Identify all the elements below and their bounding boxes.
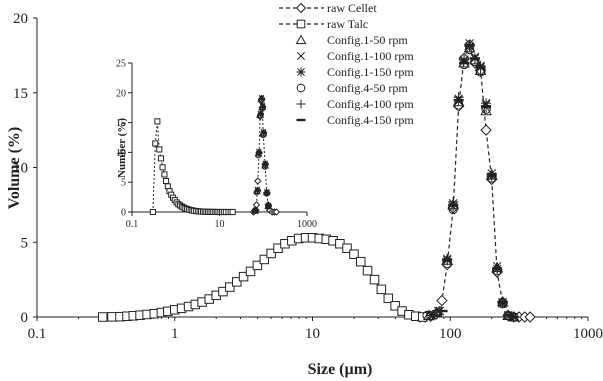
inset-point-raw-talc	[163, 178, 168, 183]
legend-marker	[297, 52, 304, 59]
legend-marker	[297, 4, 306, 13]
inset-x-tick-label: 10	[215, 219, 225, 230]
inset-x-tick-label: 0.1	[126, 219, 139, 230]
series-raw-talc	[98, 234, 426, 322]
inset-point-raw-talc	[230, 209, 235, 214]
legend-label: Config.4-50 rpm	[327, 81, 408, 95]
inset-point-raw-talc	[162, 172, 167, 177]
legend-marker	[297, 84, 305, 92]
y-tick-label: 0	[21, 310, 29, 326]
inset-y-tick-label: 5	[121, 178, 126, 189]
inset-y-tick-label: 25	[116, 59, 126, 70]
point-raw-talc	[370, 275, 379, 284]
legend-marker	[297, 68, 306, 77]
inset-x-tick-label: 1000	[297, 219, 317, 230]
series-config-4-150-rpm	[430, 45, 518, 317]
inset-point-raw-talc	[153, 141, 158, 146]
inset-point-raw-talc	[158, 156, 163, 161]
series-config-1-100-rpm	[427, 39, 518, 321]
legend-entry-raw-cellet: raw Cellet	[279, 1, 377, 15]
inset-point-raw-talc	[155, 119, 160, 124]
series-config-4-50-rpm	[423, 45, 518, 321]
legend-label: Config.1-100 rpm	[327, 49, 414, 63]
series-config-4-100-rpm	[429, 40, 519, 322]
series-config-1-50-rpm	[424, 43, 519, 321]
legend-entry-config-4-50-rpm: Config.4-50 rpm	[297, 81, 408, 95]
legend-entry-config-4-150-rpm: Config.4-150 rpm	[297, 113, 415, 127]
point-raw-cellet	[437, 296, 447, 306]
point-raw-talc	[363, 266, 372, 275]
legend-label: Config.4-150 rpm	[327, 113, 414, 127]
inset-y-axis-label: Number (%)	[116, 118, 128, 178]
legend-label: Config.1-150 rpm	[327, 65, 414, 79]
inset-axes: 0.1 10 1000 0 5 10 15 20 25	[116, 59, 317, 231]
inset-series-raw-talc	[150, 119, 235, 215]
series-config-1-150-rpm	[427, 41, 519, 322]
legend-entry-config-1-100-rpm: Config.1-100 rpm	[297, 49, 414, 63]
legend-marker	[297, 20, 305, 28]
x-axis-label: Size (µm)	[308, 361, 373, 378]
inset-y-tick-label: 0	[121, 208, 126, 219]
inset-series-raw-cellet	[251, 97, 280, 215]
y-tick-label: 20	[13, 11, 28, 27]
legend-label: Config.4-100 rpm	[327, 97, 414, 111]
inset-point-raw-talc	[157, 147, 162, 152]
point-raw-talc	[377, 285, 386, 294]
series-line-raw-cellet	[420, 45, 530, 317]
point-raw-talc	[108, 313, 117, 322]
inset-y-tick-label: 20	[116, 88, 126, 99]
legend-entry-raw-talc: raw Talc	[279, 17, 368, 31]
inset-series-layer	[150, 95, 279, 215]
x-tick-label: 100	[439, 326, 462, 342]
legend-entry-config-1-50-rpm: Config.1-50 rpm	[297, 33, 409, 47]
x-tick-label: 1	[171, 326, 179, 342]
point-raw-talc	[98, 313, 107, 322]
legend: raw Cellet raw Talc Config.1-50 rpm Config.…	[279, 1, 414, 127]
legend-entry-config-4-100-rpm: Config.4-100 rpm	[297, 97, 415, 111]
legend-marker	[297, 36, 306, 44]
series-raw-cellet	[415, 40, 535, 322]
x-tick-label: 10	[305, 326, 320, 342]
x-tick-label: 1000	[573, 326, 603, 342]
x-tick-label: 0.1	[28, 326, 47, 342]
legend-label: Config.1-50 rpm	[327, 33, 408, 47]
y-axis-label: Volume (%)	[6, 127, 23, 210]
main-axes: 0.1 1 10 100 1000 0 5 10 15 20	[13, 11, 603, 342]
y-tick-label: 15	[13, 86, 28, 102]
legend-label: raw Cellet	[327, 1, 377, 15]
y-tick-label: 5	[21, 235, 29, 251]
legend-label: raw Talc	[327, 17, 368, 31]
inset-point-raw-cellet	[253, 202, 259, 208]
inset-point-raw-cellet	[255, 178, 261, 184]
point-raw-talc	[356, 257, 365, 266]
legend-entry-config-1-150-rpm: Config.1-150 rpm	[297, 65, 415, 79]
inset-point-raw-talc	[160, 165, 165, 170]
legend-marker	[297, 100, 306, 109]
inset-point-raw-talc	[150, 209, 155, 214]
point-raw-cellet	[481, 125, 491, 135]
